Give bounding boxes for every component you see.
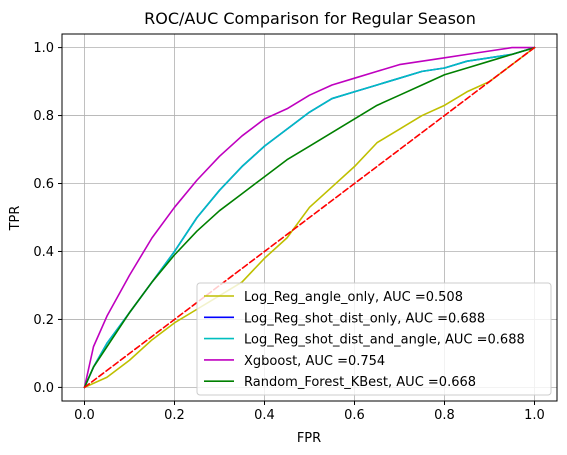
x-axis-label: FPR (297, 431, 321, 446)
y-tick-label: 0.6 (33, 177, 54, 192)
chart-title: ROC/AUC Comparison for Regular Season (144, 9, 476, 28)
x-tick-label: 0.2 (164, 408, 185, 423)
legend-label: Log_Reg_angle_only, AUC =0.508 (244, 290, 463, 305)
legend-label: Xgboost, AUC =0.754 (244, 354, 385, 369)
y-tick-label: 0.0 (33, 381, 54, 396)
legend-label: Random_Forest_KBest, AUC =0.668 (244, 375, 476, 390)
y-axis-ticks: 0.0 0.2 0.4 0.6 0.8 1.0 (33, 41, 62, 396)
x-axis-ticks: 0.0 0.2 0.4 0.6 0.8 1.0 (74, 401, 545, 423)
series-line-5 (83, 46, 536, 389)
y-tick-label: 0.4 (33, 245, 54, 260)
legend: Log_Reg_angle_only, AUC =0.508 Log_Reg_sh… (196, 282, 552, 396)
x-tick-label: 0.0 (74, 408, 95, 423)
series-line-3 (83, 46, 536, 389)
legend-label: Log_Reg_shot_dist_only, AUC =0.688 (244, 311, 485, 326)
legend-label: Log_Reg_shot_dist_and_angle, AUC =0.688 (244, 333, 525, 348)
y-tick-label: 0.2 (33, 313, 54, 328)
series-line-4 (83, 46, 536, 389)
series-lines (83, 46, 536, 389)
y-axis-label: TPR (8, 206, 23, 232)
x-tick-label: 0.8 (434, 408, 455, 423)
x-tick-label: 0.4 (254, 408, 275, 423)
y-tick-label: 0.8 (33, 109, 54, 124)
x-tick-label: 0.6 (344, 408, 365, 423)
x-tick-label: 1.0 (524, 408, 545, 423)
legend-box (196, 282, 552, 396)
y-tick-label: 1.0 (33, 41, 54, 56)
series-line-0 (83, 46, 536, 389)
plot-frame (61, 33, 558, 402)
